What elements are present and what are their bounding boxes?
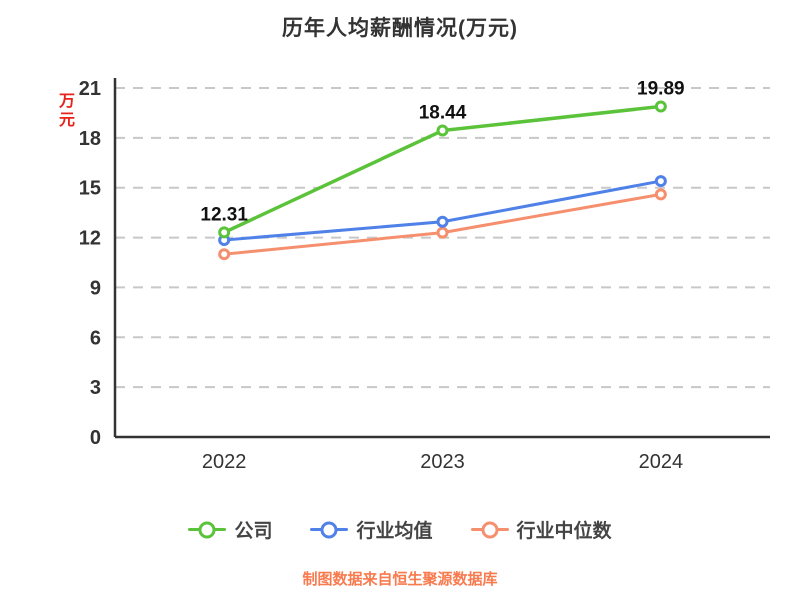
industry-mean-legend-marker-icon — [310, 520, 349, 540]
legend-label-industry-mean: 行业均值 — [356, 521, 433, 542]
plot-area: 0 3 6 9 12 15 18 21 2022 2023 2024 12.31 18.44 19.89 — [79, 78, 770, 473]
series-point-company — [654, 100, 667, 113]
y-axis-unit-label: 万元 — [56, 92, 73, 130]
y-tick-label: 12 — [79, 228, 101, 250]
chart-title: 历年人均薪酬情况(万元) — [282, 17, 518, 40]
series-point-industry-mean — [436, 215, 449, 228]
series-point-industry-mean — [654, 175, 667, 188]
x-tick-label: 2023 — [420, 451, 465, 473]
data-label-company: 18.44 — [419, 103, 467, 124]
series-point-industry-median — [654, 188, 667, 201]
y-tick-label: 3 — [90, 377, 101, 399]
y-tick-label: 0 — [90, 427, 101, 449]
industry-median-legend-marker-icon — [470, 520, 509, 540]
legend: 公司 行业均值 行业中位数 — [0, 516, 800, 543]
legend-item-industry-median[interactable]: 行业中位数 — [470, 516, 612, 543]
x-tick-label: 2024 — [639, 451, 684, 473]
legend-label-industry-median: 行业中位数 — [516, 521, 612, 542]
y-tick-label: 9 — [90, 277, 101, 299]
x-tick-label: 2022 — [202, 451, 247, 473]
y-tick-label: 15 — [79, 178, 101, 200]
series-point-industry-median — [218, 248, 231, 261]
series-point-company — [436, 124, 449, 137]
legend-item-company[interactable]: 公司 — [188, 516, 272, 543]
y-tick-label: 18 — [79, 128, 101, 150]
data-source-caption: 制图数据来自恒生聚源数据库 — [302, 571, 498, 588]
legend-item-industry-mean[interactable]: 行业均值 — [310, 516, 433, 543]
legend-label-company: 公司 — [234, 521, 273, 542]
company-legend-marker-icon — [188, 520, 227, 540]
y-tick-label: 21 — [79, 78, 101, 100]
y-tick-label: 6 — [90, 327, 101, 349]
data-label-company: 19.89 — [637, 78, 685, 99]
series-point-industry-median — [436, 226, 449, 239]
data-label-company: 12.31 — [200, 204, 248, 225]
series-point-company — [218, 226, 231, 239]
